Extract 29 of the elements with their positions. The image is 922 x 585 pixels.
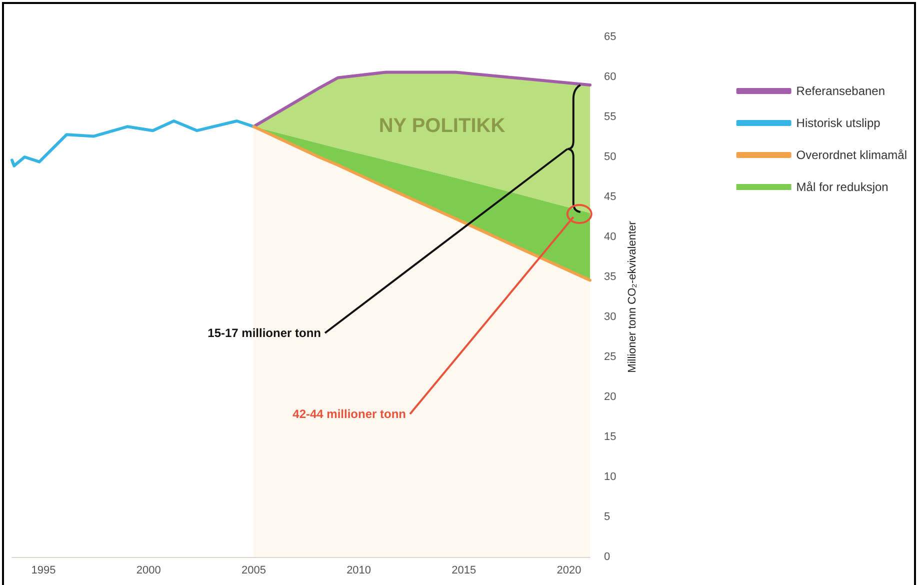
y-tick-label: 0 [604,551,610,563]
y-tick-label: 30 [604,311,616,323]
y-tick-label: 50 [604,151,616,163]
x-tick-label: 1995 [31,564,56,576]
y-tick-label: 5 [604,511,610,523]
y-tick-label: 40 [604,231,616,243]
x-tick-label: 2000 [136,564,161,576]
y-tick-label: 25 [604,351,616,363]
y-tick-label: 15 [604,431,616,443]
legend-label: Mål for reduksjon [796,180,888,194]
annotation: NY POLITIKK [378,115,506,137]
annotation: 15-17 millioner tonn [208,326,321,340]
x-tick-label: 2010 [346,564,372,576]
line-series [10,120,256,168]
y-tick-label: 35 [604,271,616,283]
y-tick-label: 65 [604,31,616,43]
legend-label: Overordnet klimamål [796,148,907,162]
y-tick-label: 10 [604,471,616,483]
y-tick-label: 20 [604,391,616,403]
y-axis-title: Millioner tonn CO₂-ekvivalenter [626,220,639,373]
x-tick-label: 2015 [452,564,476,576]
x-tick-label: 2005 [241,564,266,576]
annotation: 42-44 millioner tonn [292,407,406,421]
legend-label: Historisk utslipp [796,116,881,130]
y-tick-label: 45 [604,191,616,203]
legend-label: Referansebanen [796,84,886,98]
y-tick-label: 55 [604,111,616,123]
y-tick-label: 60 [604,71,616,83]
x-tick-label: 2020 [556,564,582,576]
